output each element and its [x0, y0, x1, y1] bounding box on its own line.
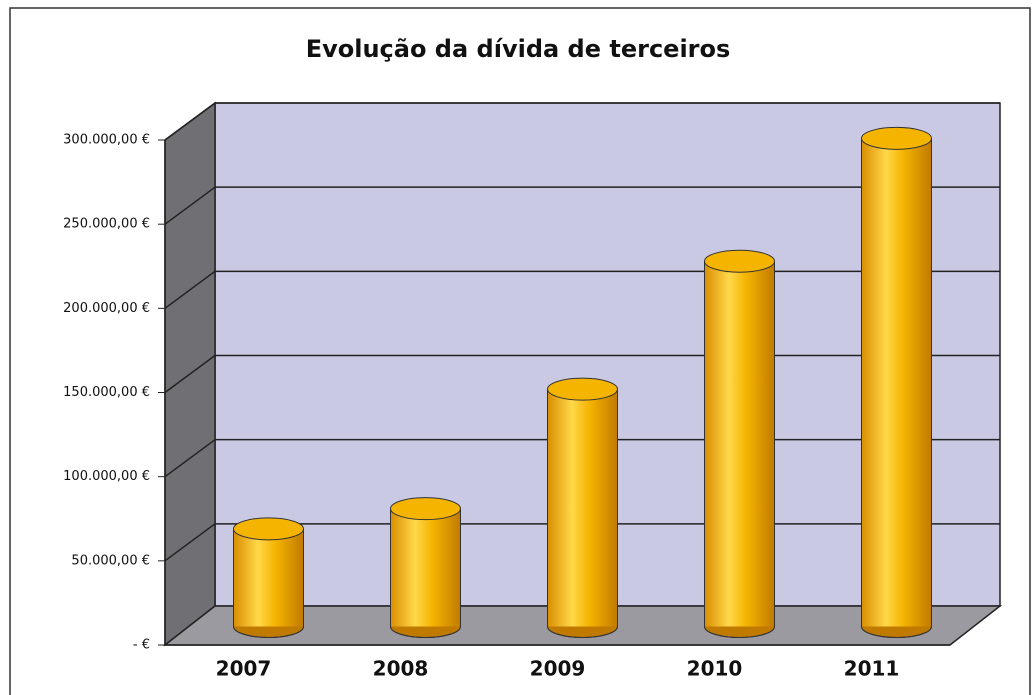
bar-bottom [547, 626, 618, 638]
chart-title: Evolução da dívida de terceiros [306, 35, 731, 63]
y-tick-label: 150.000,00 € [63, 385, 150, 400]
bar-bottom [233, 626, 304, 638]
grid-line [164, 186, 216, 225]
bar [704, 261, 775, 627]
grid-line [164, 102, 216, 141]
bar [390, 508, 461, 627]
grid-line [164, 523, 216, 562]
y-tick-label: 100.000,00 € [63, 469, 150, 484]
grid-line [164, 270, 216, 309]
y-tick-label: - € [133, 638, 150, 653]
bar [233, 528, 304, 627]
grid-line [164, 439, 216, 478]
x-tick-label: 2007 [216, 657, 272, 681]
bar-top [390, 497, 461, 521]
x-tick-label: 2009 [530, 657, 586, 681]
bar-top [704, 249, 775, 273]
grid-line [164, 354, 216, 394]
bar-top [233, 517, 304, 541]
bar-bottom [390, 626, 461, 638]
bar [547, 389, 618, 627]
bar-bottom [861, 626, 932, 638]
x-tick-label: 2010 [687, 657, 743, 681]
bar [861, 138, 932, 627]
x-tick-label: 2011 [844, 657, 900, 681]
y-tick-label: 250.000,00 € [63, 217, 150, 232]
bar-top [861, 126, 932, 150]
y-tick-label: 50.000,00 € [71, 553, 150, 568]
y-tick-label: 300.000,00 € [63, 133, 150, 148]
bar-top [547, 377, 618, 401]
bar-bottom [704, 626, 775, 638]
x-tick-label: 2008 [373, 657, 429, 681]
y-tick-label: 200.000,00 € [63, 301, 150, 316]
